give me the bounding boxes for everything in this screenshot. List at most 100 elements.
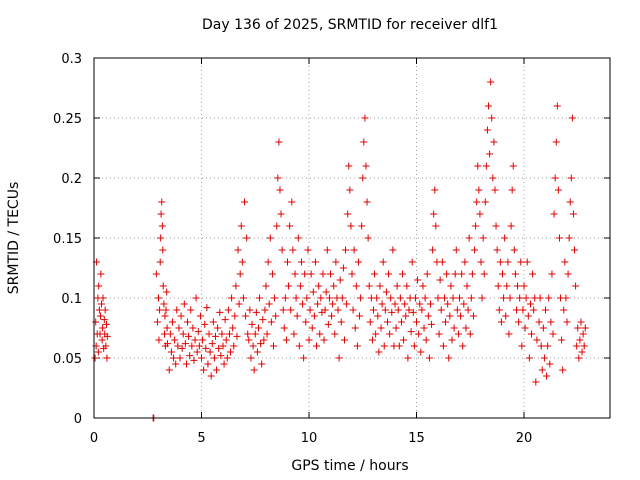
data-point-marker xyxy=(386,330,394,338)
data-point-marker xyxy=(218,330,226,338)
data-point-marker xyxy=(496,258,504,266)
data-point-marker xyxy=(377,324,385,332)
data-point-marker xyxy=(349,306,357,314)
data-point-marker xyxy=(225,330,233,338)
data-point-marker xyxy=(352,282,360,290)
data-point-marker xyxy=(491,186,499,194)
data-point-marker xyxy=(219,342,227,350)
data-point-marker xyxy=(315,282,323,290)
x-axis-label: GPS time / hours xyxy=(291,458,408,474)
data-point-marker xyxy=(581,324,589,332)
data-point-marker xyxy=(573,342,581,350)
data-point-marker xyxy=(360,138,368,146)
data-point-marker xyxy=(415,330,423,338)
data-point-marker xyxy=(199,336,207,344)
data-point-marker xyxy=(231,312,239,320)
data-point-marker xyxy=(564,270,572,278)
data-point-marker xyxy=(195,342,203,350)
data-point-marker xyxy=(171,336,179,344)
data-point-marker xyxy=(544,342,552,350)
data-point-marker xyxy=(282,336,290,344)
data-point-marker xyxy=(157,234,165,242)
data-point-marker xyxy=(413,318,420,326)
data-point-marker xyxy=(392,324,400,332)
data-point-marker xyxy=(428,320,436,328)
data-point-marker xyxy=(200,366,208,374)
data-point-marker xyxy=(284,258,291,266)
data-point-marker xyxy=(99,294,107,302)
data-point-marker xyxy=(241,198,248,206)
data-point-marker xyxy=(350,246,358,254)
data-point-marker xyxy=(227,348,235,356)
data-point-marker xyxy=(389,246,397,254)
data-point-marker xyxy=(393,282,401,290)
data-point-marker xyxy=(405,306,413,314)
data-point-marker xyxy=(490,138,498,146)
data-point-marker xyxy=(572,282,580,290)
data-point-marker xyxy=(210,354,218,362)
data-point-marker xyxy=(190,356,198,364)
data-point-marker xyxy=(180,300,188,308)
data-point-marker xyxy=(157,210,165,218)
data-point-marker xyxy=(329,300,337,308)
data-point-marker xyxy=(159,246,167,254)
data-point-marker xyxy=(162,306,170,314)
data-point-marker xyxy=(518,342,526,350)
data-point-marker xyxy=(189,324,197,332)
data-point-marker xyxy=(279,306,287,314)
data-point-marker xyxy=(344,210,352,218)
data-point-marker xyxy=(574,324,582,332)
data-point-marker xyxy=(103,354,111,362)
data-point-marker xyxy=(571,246,579,254)
data-point-marker xyxy=(267,318,275,326)
data-point-marker xyxy=(365,282,373,290)
data-point-marker xyxy=(170,354,178,362)
data-point-marker xyxy=(512,306,520,314)
data-point-marker xyxy=(533,336,541,344)
data-point-marker xyxy=(460,300,468,308)
data-point-marker xyxy=(545,294,553,302)
data-point-marker xyxy=(410,342,418,350)
data-point-marker xyxy=(535,318,543,326)
data-point-marker xyxy=(431,186,439,194)
data-point-marker xyxy=(451,270,459,278)
data-point-marker xyxy=(554,186,562,194)
data-point-marker xyxy=(254,324,262,332)
data-point-marker xyxy=(475,186,483,194)
data-point-marker xyxy=(373,294,381,302)
data-point-marker xyxy=(521,324,529,332)
data-point-marker xyxy=(356,312,364,320)
data-point-marker xyxy=(483,126,491,134)
x-tick-label: 5 xyxy=(197,431,205,446)
data-point-marker xyxy=(237,222,245,230)
data-point-marker xyxy=(488,114,496,122)
data-point-marker xyxy=(256,294,264,302)
data-point-marker xyxy=(322,288,330,296)
chart-title: Day 136 of 2025, SRMTID for receiver dlf… xyxy=(202,17,498,33)
data-point-marker xyxy=(492,222,500,230)
data-point-marker xyxy=(168,318,176,326)
data-point-marker xyxy=(439,342,447,350)
data-point-marker xyxy=(216,308,224,316)
data-point-marker xyxy=(416,300,424,308)
data-point-marker xyxy=(204,360,212,368)
data-point-marker xyxy=(346,186,354,194)
data-point-marker xyxy=(295,342,303,350)
data-point-marker xyxy=(449,294,457,302)
data-point-marker xyxy=(345,162,353,170)
data-point-marker xyxy=(372,330,380,338)
data-point-marker xyxy=(280,324,288,332)
data-point-marker xyxy=(379,258,387,266)
data-point-marker xyxy=(258,360,266,368)
data-point-marker xyxy=(419,282,427,290)
data-point-marker xyxy=(265,300,273,308)
data-point-marker xyxy=(275,138,283,146)
data-point-marker xyxy=(330,282,338,290)
data-point-marker xyxy=(359,174,367,182)
data-point-marker xyxy=(274,174,282,182)
y-tick-label: 0.05 xyxy=(53,352,82,367)
data-point-marker xyxy=(316,330,324,338)
data-point-marker xyxy=(421,294,429,302)
data-point-marker xyxy=(559,366,567,374)
data-point-marker xyxy=(328,312,336,320)
